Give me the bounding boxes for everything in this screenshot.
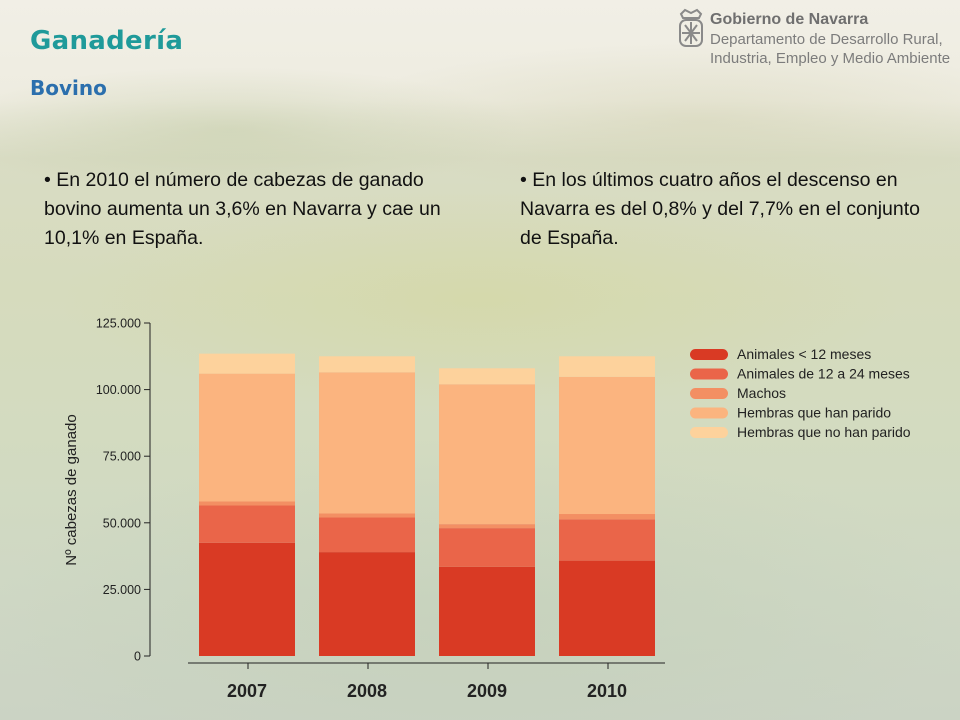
legend-label: Hembras que han parido <box>737 405 891 421</box>
bar-segment-2007-0 <box>199 542 295 656</box>
logo-line-1: Gobierno de Navarra <box>710 11 869 28</box>
legend-label: Animales de 12 a 24 meses <box>737 366 910 382</box>
bullet-text-2: • En los últimos cuatro años el descenso… <box>520 169 920 249</box>
x-tick-label-2010: 2010 <box>587 681 627 701</box>
legend-swatch <box>690 427 728 438</box>
bar-segment-2009-4 <box>439 368 535 385</box>
bar-segment-2007-1 <box>199 505 295 543</box>
page-subtitle: Bovino <box>30 76 107 100</box>
bar-segment-2009-2 <box>439 524 535 529</box>
y-tick-label: 25.000 <box>103 583 141 597</box>
x-tick-label-2008: 2008 <box>347 681 387 701</box>
legend-swatch <box>690 368 728 380</box>
legend-label: Hembras que no han parido <box>737 424 911 440</box>
gobierno-navarra-logo: Gobierno de Navarra Departamento de Desa… <box>676 8 956 68</box>
bar-segment-2008-4 <box>319 356 415 373</box>
logo-line-2: Departamento de Desarrollo Rural, <box>710 31 943 48</box>
bar-segment-2007-2 <box>199 501 295 506</box>
y-tick-label: 0 <box>134 650 141 664</box>
y-axis-label: Nº cabezas de ganado <box>63 414 80 565</box>
bar-segment-2008-0 <box>319 552 415 656</box>
y-tick-label: 50.000 <box>103 516 141 530</box>
bar-segment-2010-1 <box>559 519 655 561</box>
bullet-text-1: • En 2010 el número de cabezas de ganado… <box>44 169 441 249</box>
bar-segment-2009-3 <box>439 384 535 525</box>
logo-line-3: Industria, Empleo y Medio Ambiente <box>710 50 951 67</box>
legend-label: Machos <box>737 385 786 401</box>
bar-segment-2008-1 <box>319 517 415 553</box>
legend-swatch <box>690 349 728 360</box>
bar-segment-2010-4 <box>559 356 655 377</box>
y-tick-label: 100.000 <box>96 383 141 397</box>
legend-label: Animales < 12 meses <box>737 346 871 362</box>
page-title: Ganadería <box>30 26 184 56</box>
bar-segment-2009-0 <box>439 566 535 656</box>
bar-segment-2010-0 <box>559 560 655 656</box>
bar-segment-2007-3 <box>199 373 295 502</box>
y-tick-label: 125.000 <box>96 317 141 331</box>
bar-segment-2008-3 <box>319 372 415 514</box>
x-tick-label-2007: 2007 <box>227 681 267 701</box>
bar-segment-2010-3 <box>559 376 655 515</box>
navarra-coat-of-arms-icon <box>679 8 703 47</box>
bar-segment-2008-2 <box>319 513 415 518</box>
bar-segment-2009-1 <box>439 528 535 567</box>
bar-segment-2010-2 <box>559 514 655 520</box>
y-tick-label: 75.000 <box>103 450 141 464</box>
legend-swatch <box>690 407 728 419</box>
bar-segment-2007-4 <box>199 353 295 374</box>
legend-swatch <box>690 388 728 399</box>
x-tick-label-2009: 2009 <box>467 681 507 701</box>
